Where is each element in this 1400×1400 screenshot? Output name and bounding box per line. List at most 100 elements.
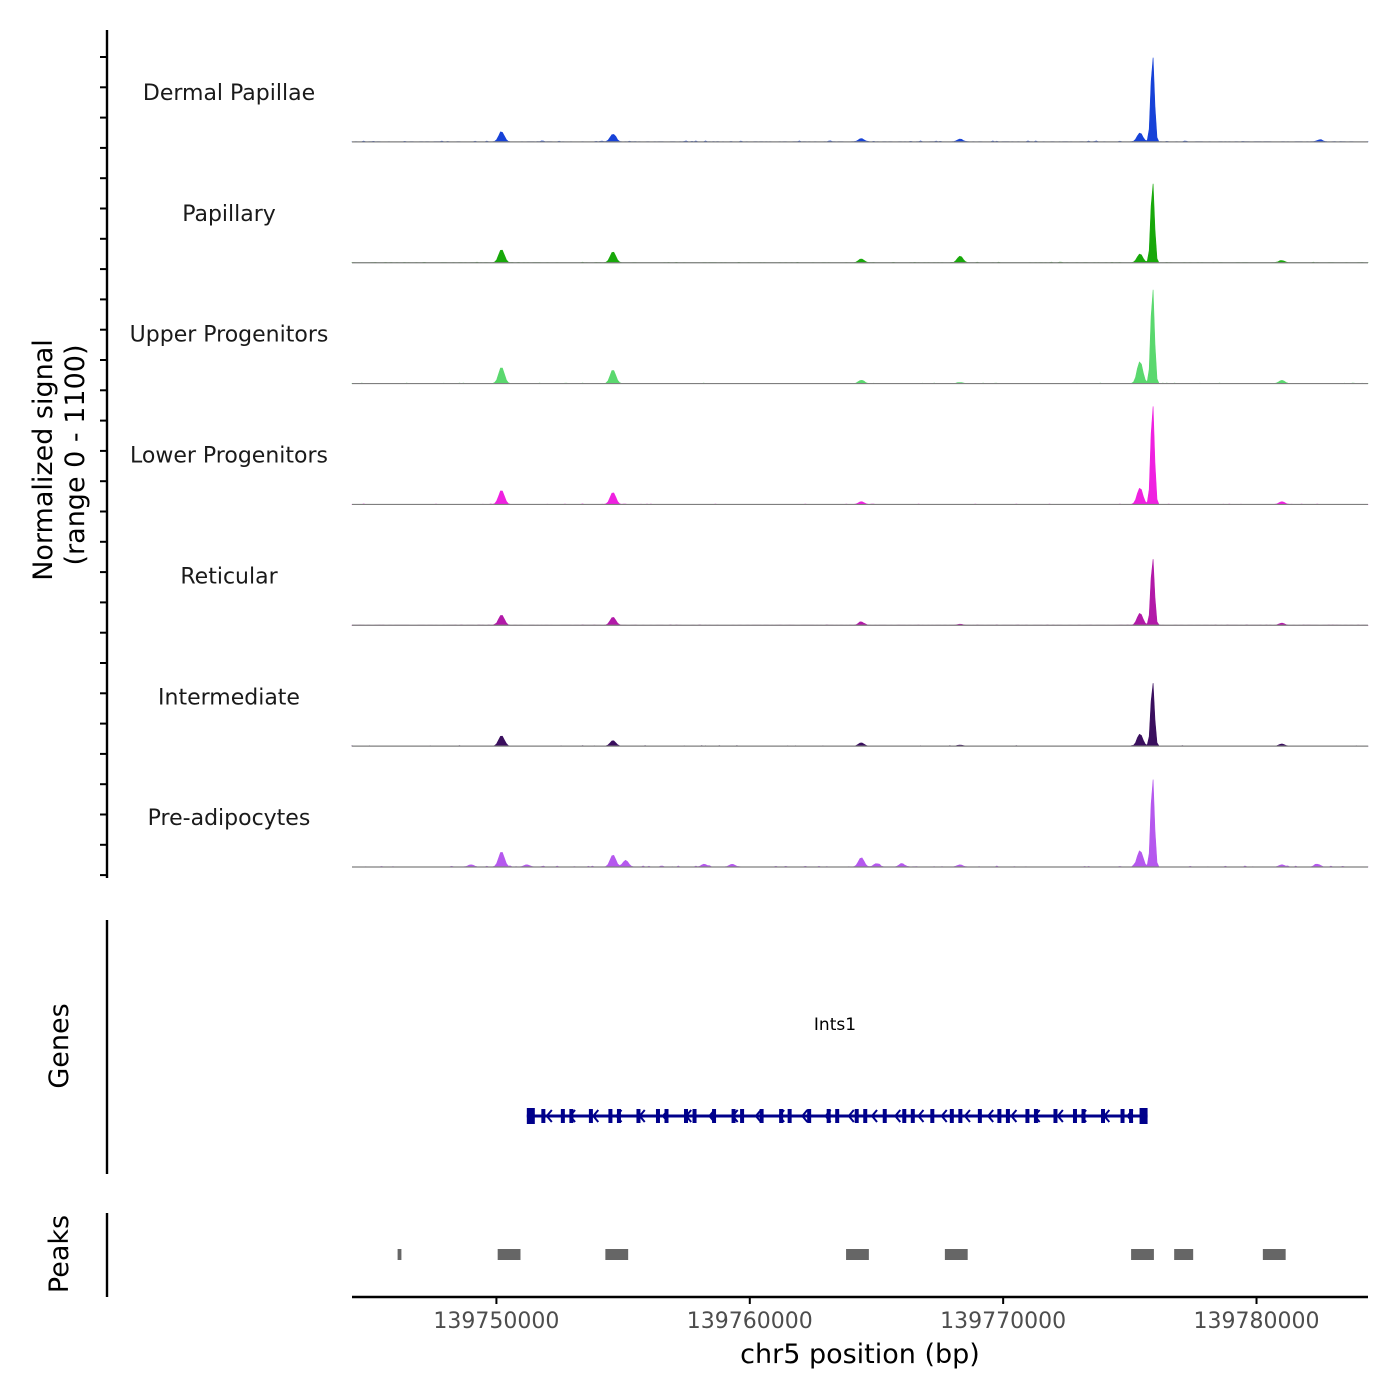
gene-exon <box>1139 1108 1148 1124</box>
gene-exon <box>787 1109 792 1123</box>
x-tick-label: 139770000 <box>940 1309 1066 1334</box>
y-axis-title-line-2: (range 0 - 1100) <box>60 345 91 566</box>
strand-arrow-icon <box>615 1109 623 1123</box>
peak-region <box>944 1249 968 1260</box>
track-dermal-papillae: Dermal Papillae <box>143 57 1369 143</box>
strand-arrow-icon <box>917 1109 925 1123</box>
gene-exon <box>1120 1109 1125 1123</box>
gene-exon <box>759 1109 764 1123</box>
gene-exon <box>569 1109 574 1123</box>
strand-arrow-icon <box>638 1109 646 1123</box>
track-reticular: Reticular <box>180 559 1369 626</box>
strand-arrow-icon <box>1103 1109 1111 1123</box>
gene-exon <box>692 1109 697 1123</box>
strand-arrow-icon <box>1079 1109 1087 1123</box>
peak-region <box>1174 1249 1194 1260</box>
strand-arrow-icon <box>708 1109 716 1123</box>
strand-arrow-icon <box>801 1109 809 1123</box>
strand-arrow-icon <box>893 1109 902 1123</box>
strand-arrow-icon <box>754 1109 762 1123</box>
strand-arrow-icon <box>847 1109 855 1123</box>
genes-panel-label: Genes <box>44 1003 75 1088</box>
peak-region <box>497 1249 521 1260</box>
x-tick-label: 139750000 <box>433 1309 559 1334</box>
strand-arrow-icon <box>870 1109 878 1123</box>
strand-arrow-icon <box>661 1109 669 1123</box>
gene-exon <box>882 1109 887 1123</box>
gene-exon <box>854 1109 859 1123</box>
gene-exon <box>910 1109 915 1123</box>
gene-exon <box>835 1109 840 1123</box>
gene-exon <box>779 1109 784 1123</box>
strand-arrow-icon <box>1033 1109 1041 1123</box>
gene-exon <box>560 1109 565 1123</box>
strand-arrow-icon <box>940 1109 948 1123</box>
track-papillary: Papillary <box>182 183 1369 264</box>
x-tick-label: 139780000 <box>1194 1309 1320 1334</box>
gene-exon <box>740 1109 745 1123</box>
track-label: Upper Progenitors <box>130 323 329 348</box>
gene-exon <box>902 1109 907 1123</box>
strand-arrow-icon <box>777 1109 785 1123</box>
strand-arrow-icon <box>963 1109 971 1123</box>
signal-area <box>351 406 1369 505</box>
track-label: Lower Progenitors <box>130 444 328 469</box>
track-label: Dermal Papillae <box>143 81 315 106</box>
gene-exon <box>863 1109 868 1123</box>
gene-exon <box>1072 1109 1077 1123</box>
track-label: Reticular <box>180 564 278 589</box>
peak-region <box>846 1249 869 1260</box>
y-axis-title-line-1: Normalized signal <box>28 339 59 581</box>
strand-arrow-icon <box>1010 1109 1018 1123</box>
strand-arrow-icon <box>1126 1109 1134 1123</box>
strand-arrow-icon <box>684 1109 692 1123</box>
gene-exon <box>997 1109 1002 1123</box>
signal-area <box>351 289 1369 384</box>
genes-panel <box>105 920 1148 1174</box>
peak-region <box>1262 1249 1286 1260</box>
track-pre-adipocytes: Pre-adipocytes <box>148 779 1369 868</box>
gene-exon <box>664 1109 669 1123</box>
gene-exon <box>1081 1109 1086 1123</box>
gene-exon <box>1053 1109 1058 1123</box>
gene-exon <box>526 1108 535 1124</box>
gene-exon <box>616 1109 621 1123</box>
track-label: Intermediate <box>158 685 300 710</box>
gene-exon <box>807 1109 812 1123</box>
signal-area <box>351 559 1369 626</box>
signal-area <box>351 683 1369 747</box>
signal-area <box>351 57 1369 143</box>
gene-exon <box>949 1109 954 1123</box>
gene-exon <box>1025 1109 1030 1123</box>
gene-exon <box>826 1109 831 1123</box>
strand-arrow-icon <box>1056 1109 1064 1123</box>
peaks-panel-label: Peaks <box>44 1215 75 1293</box>
gene-exon <box>1101 1109 1106 1123</box>
signal-tracks-panel: Dermal Papillae Papillary Upper Progenitor… <box>100 30 1369 878</box>
gene-exon <box>1129 1109 1134 1123</box>
strand-arrow-icon <box>568 1109 576 1123</box>
peak-region <box>1131 1249 1154 1260</box>
gene-name-label: Ints1 <box>814 1015 856 1035</box>
peak-region <box>605 1249 629 1260</box>
gene-exon <box>958 1109 963 1123</box>
gene-exon <box>541 1109 546 1123</box>
gene-exon <box>588 1109 593 1123</box>
peaks-panel <box>105 1213 1286 1297</box>
gene-exon <box>977 1109 982 1123</box>
strand-arrow-icon <box>591 1109 600 1123</box>
strand-arrow-icon <box>986 1109 994 1123</box>
gene-exon <box>930 1109 935 1123</box>
gene-exon <box>655 1109 660 1123</box>
x-axis: 139750000 139760000 139770000 139780000 <box>352 1295 1368 1334</box>
track-label: Pre-adipocytes <box>148 806 311 831</box>
gene-exon <box>712 1109 717 1123</box>
gene-exon <box>1005 1109 1010 1123</box>
track-upper-progenitors: Upper Progenitors <box>130 289 1369 385</box>
strand-arrow-icon <box>824 1109 832 1123</box>
strand-arrow-icon <box>731 1109 739 1123</box>
signal-area <box>351 183 1369 264</box>
peak-region <box>397 1249 402 1260</box>
track-lower-progenitors: Lower Progenitors <box>130 406 1369 506</box>
track-label: Papillary <box>182 202 276 227</box>
